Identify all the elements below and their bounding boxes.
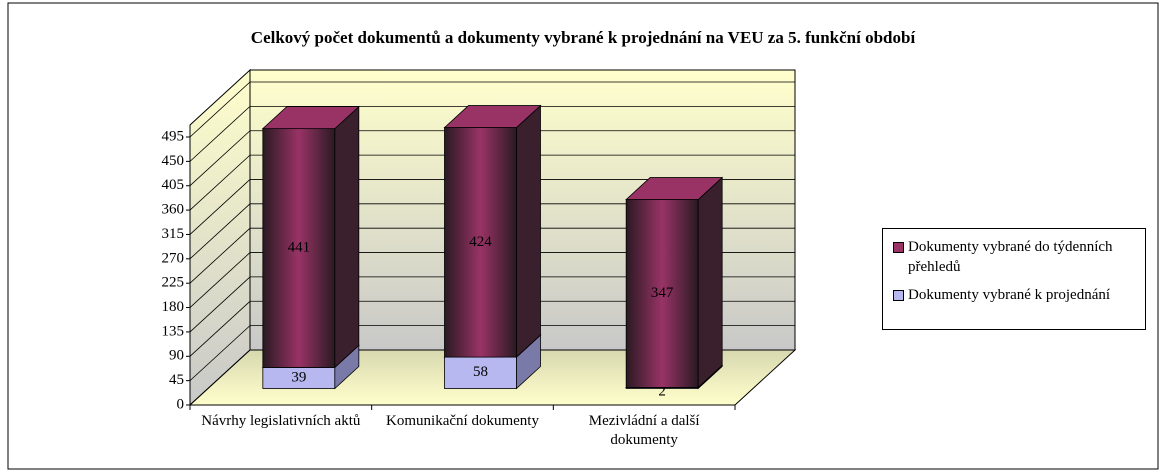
data-label: 441 [288, 239, 311, 255]
data-label: 39 [291, 369, 306, 385]
grid-line [189, 252, 795, 308]
bar [444, 356, 517, 389]
bar-side [334, 105, 360, 369]
y-tick-label: 135 [162, 323, 185, 339]
y-tick-label: 450 [162, 153, 185, 169]
y-tick-label: 90 [169, 348, 184, 364]
y-tick-label: 495 [162, 128, 185, 144]
bar-top [443, 105, 542, 128]
chart-title: Celkový počet dokumentů a dokumenty vybr… [250, 28, 916, 47]
data-label: 424 [469, 234, 492, 250]
x-tick-label: Mezivládní a další dokumenty [588, 413, 700, 448]
legend: Dokumenty vybrané do týdenních přehledů D… [882, 228, 1146, 330]
legend-label: Dokumenty vybrané do týdenních přehledů [908, 239, 1113, 275]
y-tick-label: 270 [162, 250, 185, 266]
bar [444, 127, 517, 358]
legend-item: Dokumenty vybrané do týdenních přehledů [893, 237, 1139, 277]
grid-line [189, 349, 795, 406]
bar-side [697, 176, 723, 389]
y-tick-label: 405 [162, 177, 185, 193]
bar [625, 199, 699, 388]
data-label: 2 [658, 383, 666, 399]
data-label: 347 [651, 285, 674, 301]
x-tick-label: Komunikační dokumenty [386, 413, 539, 429]
grid-line [189, 154, 795, 211]
legend-swatch [893, 290, 904, 301]
grid-line [189, 179, 795, 235]
frame [7, 2, 1159, 470]
y-tick-label: 0 [177, 396, 185, 412]
legend-swatch [893, 242, 904, 253]
bar-side [516, 104, 541, 359]
grid-line [189, 105, 795, 162]
legend-item: Dokumenty vybrané k projednání [893, 285, 1139, 305]
grid-line [189, 227, 795, 284]
x-tick-label: Návrhy legislativních aktů [201, 413, 361, 429]
bar-top [261, 106, 360, 130]
legend-label: Dokumenty vybrané k projednání [908, 287, 1111, 303]
grid-line [189, 276, 795, 333]
grid-line [189, 81, 795, 138]
bar [262, 128, 336, 368]
grid-line [189, 300, 795, 357]
data-label: 58 [473, 364, 488, 380]
y-tick-label: 315 [162, 226, 185, 242]
bar-top [625, 177, 724, 200]
y-tick-label: 45 [169, 372, 184, 388]
grid-line [189, 130, 795, 187]
y-tick-label: 225 [162, 275, 185, 291]
grid-line [189, 325, 795, 381]
grid-line [189, 203, 795, 260]
y-tick-label: 360 [162, 202, 185, 218]
side-wall [189, 68, 251, 407]
y-tick-label: 180 [162, 299, 185, 315]
